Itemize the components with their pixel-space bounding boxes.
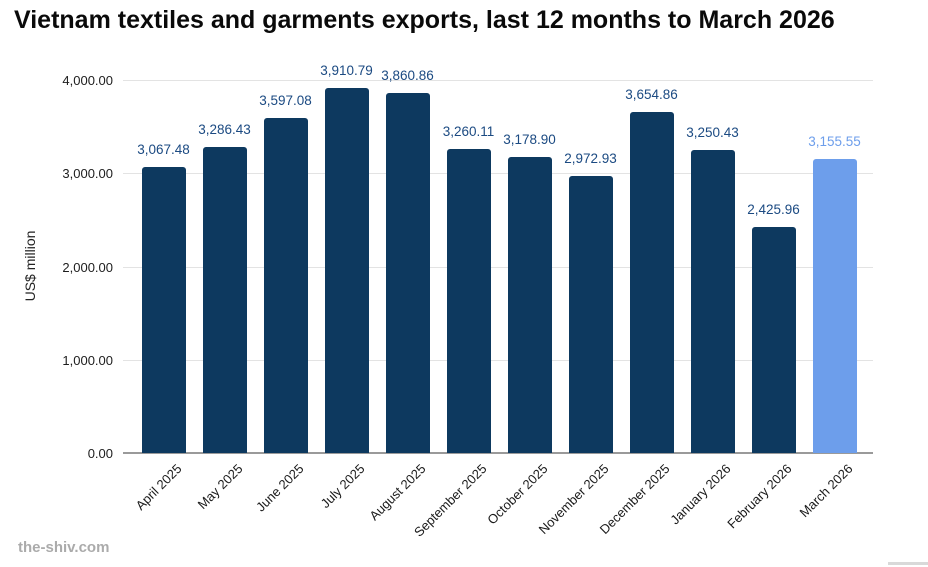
value-label: 2,972.93 xyxy=(564,151,617,166)
value-label: 3,260.11 xyxy=(442,124,495,139)
gridline xyxy=(123,266,873,268)
plot-area: 0.00 1,000.00 2,000.00 3,000.00 4,000.00 xyxy=(62,73,873,461)
chart-title: Vietnam textiles and garments exports, l… xyxy=(14,6,835,34)
bar[interactable] xyxy=(568,176,613,453)
bar[interactable] xyxy=(507,157,552,453)
x-tick-label: May 2025 xyxy=(194,461,246,512)
y-tick-label: 2,000.00 xyxy=(62,259,113,275)
bar[interactable] xyxy=(385,93,430,453)
value-label: 2,425.96 xyxy=(747,202,800,217)
x-tick-label: April 2025 xyxy=(132,461,185,514)
value-label: 3,155.55 xyxy=(808,134,861,149)
value-label: 3,067.48 xyxy=(137,142,190,157)
y-tick-label: 0.00 xyxy=(87,446,113,461)
gridline xyxy=(123,452,873,454)
bar[interactable] xyxy=(446,149,491,453)
value-label: 3,910.79 xyxy=(320,63,373,78)
y-tick-label: 4,000.00 xyxy=(62,73,113,88)
watermark: the-shiv.com xyxy=(18,539,110,556)
y-tick-label: 3,000.00 xyxy=(62,166,113,182)
bar[interactable] xyxy=(751,227,796,453)
value-label: 3,860.86 xyxy=(381,68,434,83)
gridline xyxy=(123,359,873,361)
gridline xyxy=(123,80,873,81)
bar[interactable] xyxy=(141,167,186,453)
value-label: 3,597.08 xyxy=(259,93,312,108)
bar[interactable] xyxy=(324,88,369,453)
x-tick-label: January 2026 xyxy=(666,461,734,528)
value-label: 3,286.43 xyxy=(198,122,251,137)
bar[interactable] xyxy=(812,159,857,453)
bar[interactable] xyxy=(263,118,308,453)
x-tick-label: March 2026 xyxy=(795,461,856,521)
value-label: 3,178.90 xyxy=(503,132,556,147)
bar[interactable] xyxy=(690,150,735,453)
bar[interactable] xyxy=(629,112,674,453)
x-tick-label: July 2025 xyxy=(317,461,368,511)
value-label: 3,654.86 xyxy=(625,87,678,102)
value-label: 3,250.43 xyxy=(686,125,739,140)
x-tick-label: February 2026 xyxy=(723,461,795,532)
gridline xyxy=(123,173,873,175)
y-tick-label: 1,000.00 xyxy=(62,352,113,368)
bar[interactable] xyxy=(202,147,247,453)
x-tick-label: October 2025 xyxy=(483,461,551,528)
x-tick-label: June 2025 xyxy=(252,461,307,515)
bar-series: 3,067.48 3,286.43 3,597.08 3,910.79 3,860.86… xyxy=(133,63,865,453)
x-tick-label: August 2025 xyxy=(365,461,429,524)
horizontal-scrollbar-thumb[interactable] xyxy=(888,562,928,565)
